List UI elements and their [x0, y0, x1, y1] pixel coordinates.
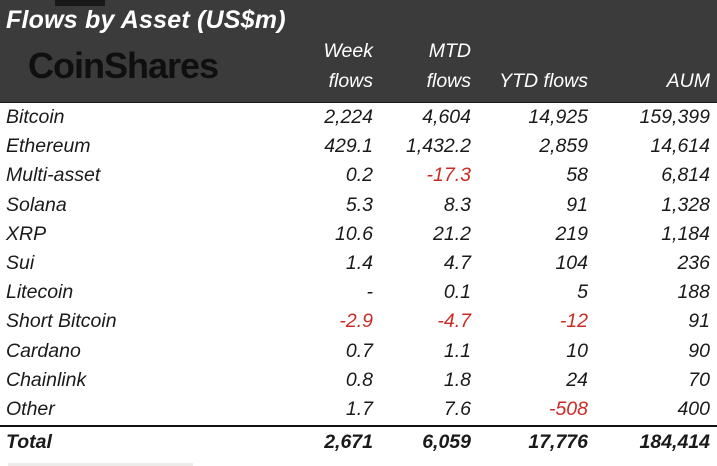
value-cell: 4.7 [443, 252, 471, 275]
value-cell: 14,925 [528, 106, 588, 129]
column-header-line: flows [426, 70, 471, 92]
value-cell: 0.2 [345, 164, 373, 187]
asset-name: XRP [6, 222, 47, 245]
table-row: Bitcoin 2,224 4,604 14,925 159,399 [0, 103, 717, 132]
asset-name: Short Bitcoin [6, 310, 117, 333]
value-cell: 70 [688, 368, 710, 391]
value-cell: 104 [555, 252, 588, 275]
value-cell: 188 [677, 281, 710, 304]
value-cell: 1,328 [661, 193, 710, 216]
table-row: Litecoin - 0.1 5 188 [0, 278, 717, 307]
value-cell: 400 [677, 397, 710, 420]
value-cell: 7.6 [443, 397, 471, 420]
value-cell: 0.1 [443, 281, 471, 304]
asset-name: Solana [6, 193, 67, 216]
value-cell: 219 [555, 222, 588, 245]
value-cell: 8.3 [443, 193, 471, 216]
value-cell: -4.7 [437, 310, 471, 333]
value-cell: 10.6 [335, 222, 373, 245]
table-row: Sui 1.4 4.7 104 236 [0, 249, 717, 278]
column-header-line [471, 36, 588, 66]
table-row: Cardano 0.7 1.1 10 90 [0, 337, 717, 366]
column-header-ytd-flows: YTD flows [471, 36, 588, 96]
value-cell: 0.8 [345, 368, 373, 391]
table-row: Multi-asset 0.2 -17.3 58 6,814 [0, 161, 717, 190]
top-edge-mark [55, 0, 105, 6]
value-cell: 2,224 [324, 106, 373, 129]
asset-name: Litecoin [6, 281, 74, 304]
value-cell: 2,859 [539, 135, 588, 158]
column-header-aum: AUM [588, 36, 710, 96]
value-cell: 24 [566, 368, 588, 391]
value-cell: 1,432.2 [405, 135, 471, 158]
value-cell: 90 [688, 339, 710, 362]
column-header-line: flows [328, 70, 373, 92]
column-header-mtd-flows: MTD flows [373, 36, 471, 96]
asset-name: Chainlink [6, 368, 87, 391]
column-header-line: Week [323, 40, 374, 62]
asset-name: Other [6, 397, 55, 420]
asset-name: Ethereum [6, 135, 91, 158]
table-row: Short Bitcoin -2.9 -4.7 -12 91 [0, 307, 717, 336]
total-aum: 184,414 [639, 431, 711, 454]
value-cell: 6,814 [661, 164, 710, 187]
value-cell: 5.3 [345, 193, 373, 216]
column-header-row: CoinShares Week flows MTD flows YTD flow… [6, 36, 710, 95]
value-cell: 429.1 [324, 135, 373, 158]
value-cell: 91 [566, 193, 588, 216]
value-cell: -17.3 [426, 164, 471, 187]
asset-name: Multi-asset [6, 164, 101, 187]
value-cell: 1.7 [345, 397, 373, 420]
table-row: Other 1.7 7.6 -508 400 [0, 395, 717, 424]
value-cell: 1,184 [661, 222, 710, 245]
page-title: Flows by Asset (US$m) [6, 6, 286, 34]
column-header-week-flows: Week flows [253, 36, 374, 96]
coinshares-logo: CoinShares [28, 45, 219, 86]
column-header-line: YTD flows [499, 70, 588, 92]
value-cell: - [366, 281, 374, 304]
asset-name: Bitcoin [6, 106, 65, 129]
value-cell: 58 [566, 164, 588, 187]
column-header-line: MTD [428, 40, 471, 62]
column-header-line: AUM [666, 70, 710, 92]
value-cell: 21.2 [433, 222, 471, 245]
total-label: Total [6, 431, 52, 454]
asset-name: Sui [6, 252, 35, 275]
value-cell: 236 [677, 252, 710, 275]
total-ytd-flows: 17,776 [528, 431, 588, 454]
total-mtd-flows: 6,059 [422, 431, 471, 454]
asset-name: Cardano [6, 339, 81, 362]
value-cell: 91 [688, 310, 710, 333]
table-body: Bitcoin 2,224 4,604 14,925 159,399 Ethereum 42… [0, 103, 717, 424]
value-cell: 4,604 [422, 106, 471, 129]
table-row: XRP 10.6 21.2 219 1,184 [0, 220, 717, 249]
value-cell: 1.1 [443, 339, 471, 362]
value-cell: 1.8 [443, 368, 471, 391]
total-week-flows: 2,671 [324, 431, 373, 454]
value-cell: 14,614 [650, 135, 710, 158]
value-cell: 0.7 [345, 339, 373, 362]
value-cell: 1.4 [345, 252, 373, 275]
table-row: Ethereum 429.1 1,432.2 2,859 14,614 [0, 132, 717, 161]
value-cell: -12 [559, 310, 588, 333]
table-row: Solana 5.3 8.3 91 1,328 [0, 191, 717, 220]
value-cell: -508 [548, 397, 588, 420]
value-cell: 159,399 [639, 106, 711, 129]
table-header: Flows by Asset (US$m) CoinShares Week fl… [0, 0, 717, 103]
value-cell: 10 [566, 339, 588, 362]
value-cell: 5 [577, 281, 588, 304]
table-row: Chainlink 0.8 1.8 24 70 [0, 366, 717, 395]
value-cell: -2.9 [339, 310, 373, 333]
column-header-line [588, 36, 710, 66]
cutoff-artifact [8, 463, 193, 466]
total-row: Total 2,671 6,059 17,776 184,414 [0, 425, 717, 458]
